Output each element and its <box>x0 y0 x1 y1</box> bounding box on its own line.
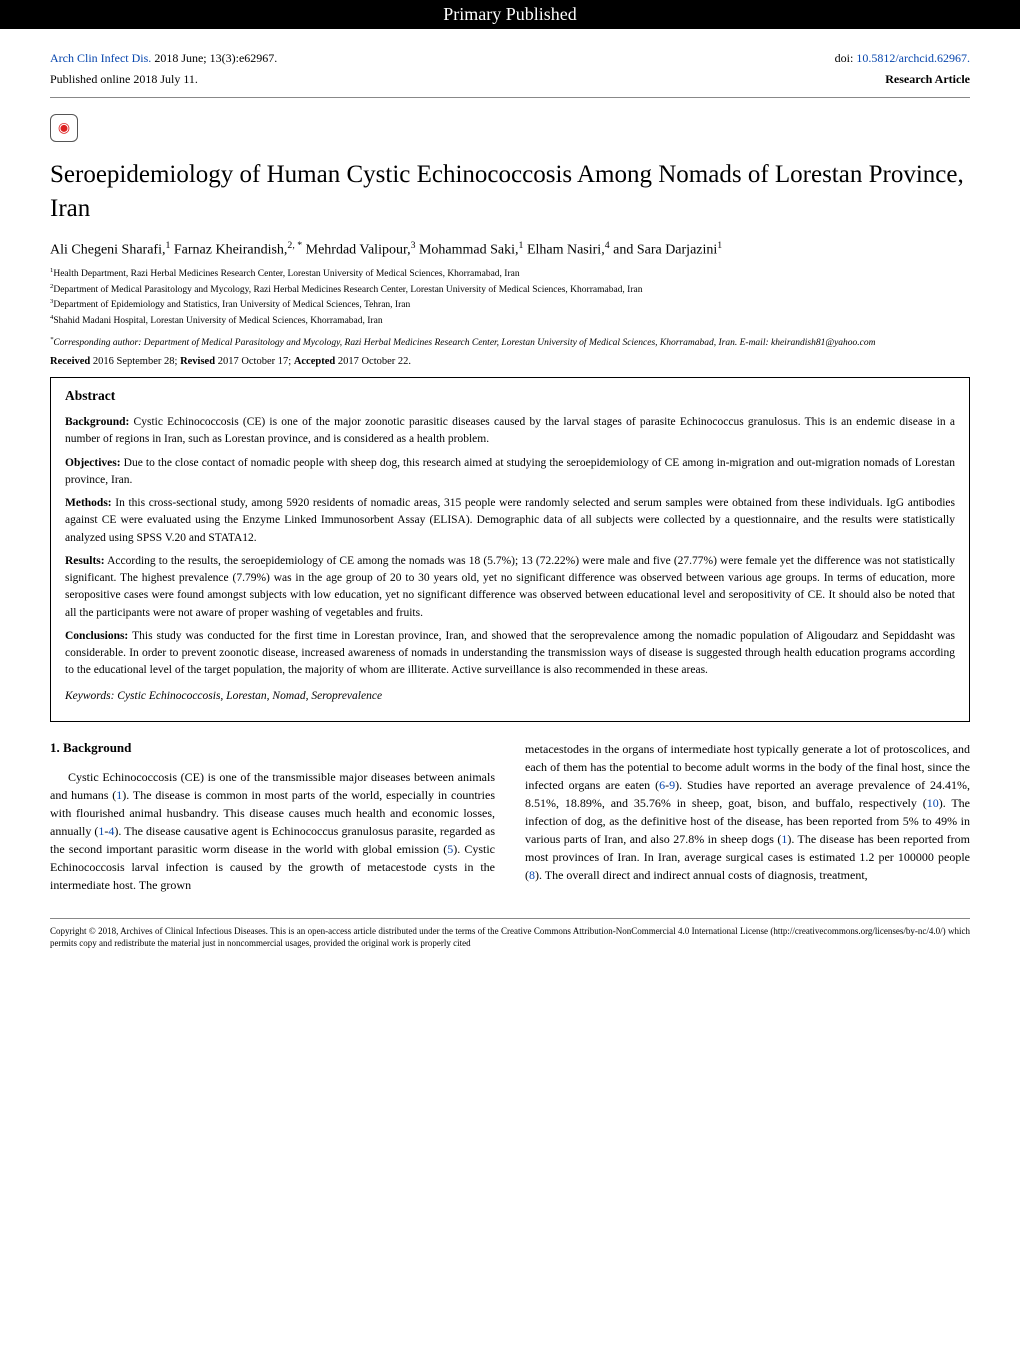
body-right-para: metacestodes in the organs of intermedia… <box>525 740 970 884</box>
citation-text: 2018 June; 13(3):e62967. <box>151 51 277 65</box>
abstract-conclusions: Conclusions: This study was conducted fo… <box>65 628 955 680</box>
received-date: 2016 September 28; <box>90 356 180 367</box>
banner: Primary Published <box>0 0 1020 29</box>
authors: Ali Chegeni Sharafi,1 Farnaz Kheirandish… <box>50 240 970 259</box>
keywords: Keywords: Cystic Echinococcosis, Loresta… <box>65 688 955 705</box>
abstract-heading: Abstract <box>65 388 955 404</box>
background-heading: 1. Background <box>50 740 495 756</box>
body-columns: 1. Background Cystic Echinococcosis (CE)… <box>50 740 970 894</box>
body-left-para: Cystic Echinococcosis (CE) is one of the… <box>50 768 495 894</box>
copyright-footer: Copyright © 2018, Archives of Clinical I… <box>50 918 970 950</box>
doi-link[interactable]: 10.5812/archcid.62967. <box>856 51 970 65</box>
received-label: Received <box>50 356 90 367</box>
article-title: Seroepidemiology of Human Cystic Echinoc… <box>50 158 970 226</box>
revised-date: 2017 October 17; <box>215 356 294 367</box>
abstract-methods: Methods: In this cross-sectional study, … <box>65 495 955 547</box>
published-online: Published online 2018 July 11. <box>50 72 198 87</box>
abstract-objectives: Objectives: Due to the close contact of … <box>65 455 955 490</box>
abstract-box: Abstract Background: Cystic Echinococcos… <box>50 377 970 722</box>
crossmark-badge[interactable]: ◉ <box>50 114 78 142</box>
article-dates: Received 2016 September 28; Revised 2017… <box>50 356 970 367</box>
accepted-date: 2017 October 22. <box>335 356 411 367</box>
abstract-background: Background: Cystic Echinococcosis (CE) i… <box>65 414 955 449</box>
article-type: Research Article <box>885 72 970 87</box>
left-column: 1. Background Cystic Echinococcosis (CE)… <box>50 740 495 894</box>
affiliations: 1Health Department, Razi Herbal Medicine… <box>50 266 970 328</box>
revised-label: Revised <box>180 356 215 367</box>
right-column: metacestodes in the organs of intermedia… <box>525 740 970 894</box>
page-container: Arch Clin Infect Dis. 2018 June; 13(3):e… <box>0 29 1020 975</box>
publication-row: Published online 2018 July 11. Research … <box>50 72 970 98</box>
header-row: Arch Clin Infect Dis. 2018 June; 13(3):e… <box>50 51 970 66</box>
doi: doi: 10.5812/archcid.62967. <box>835 51 970 66</box>
corresponding-author: *Corresponding author: Department of Med… <box>50 336 970 348</box>
accepted-label: Accepted <box>294 356 335 367</box>
doi-prefix: doi: <box>835 51 857 65</box>
citation: Arch Clin Infect Dis. 2018 June; 13(3):e… <box>50 51 277 66</box>
journal-link[interactable]: Arch Clin Infect Dis. <box>50 51 151 65</box>
abstract-results: Results: According to the results, the s… <box>65 553 955 622</box>
